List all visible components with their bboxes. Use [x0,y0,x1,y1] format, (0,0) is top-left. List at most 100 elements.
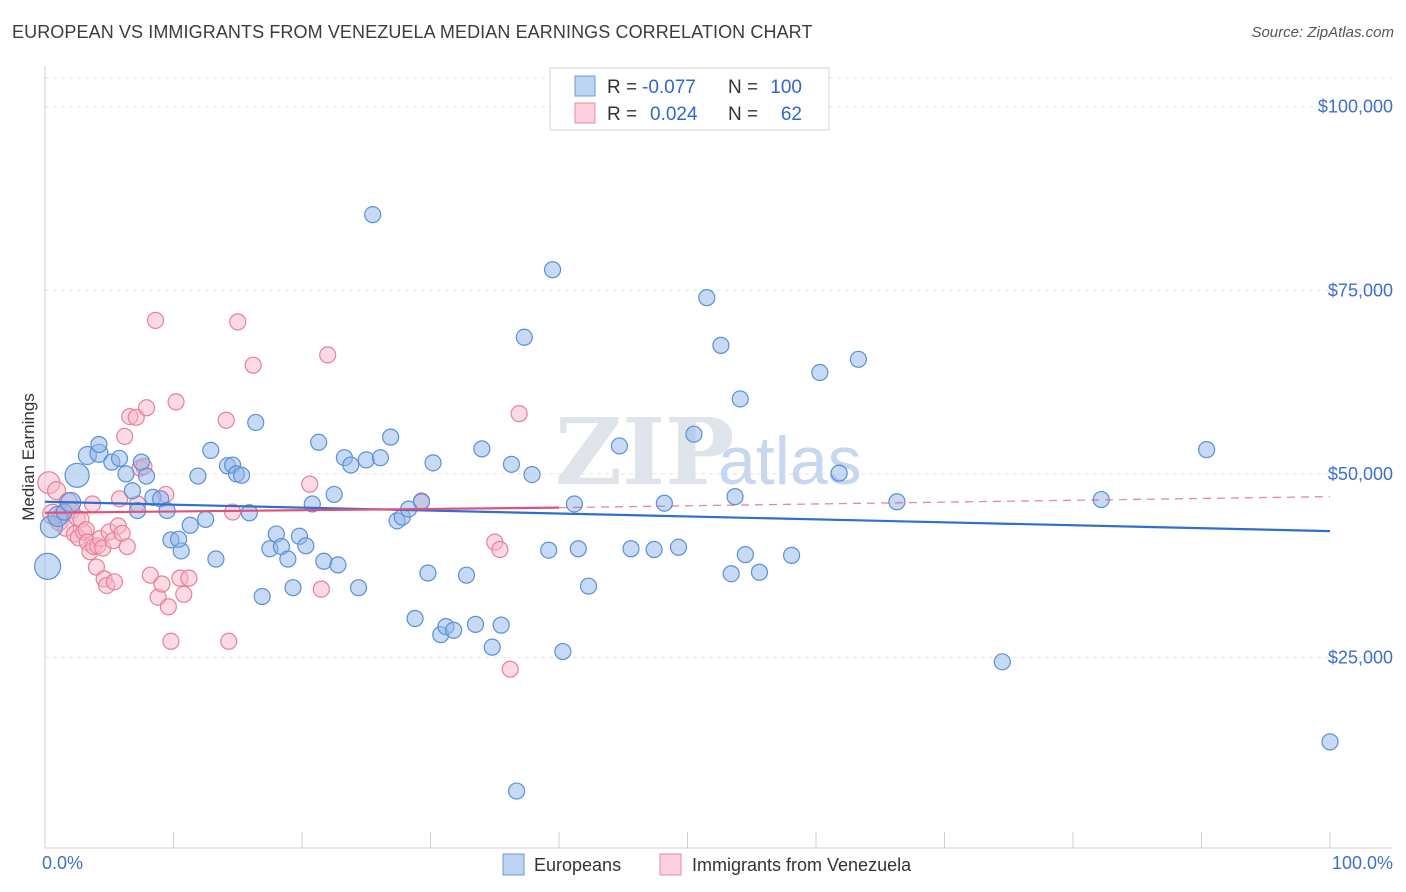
venezuela-point-60 [501,660,519,678]
europeans-point-71 [523,465,541,484]
europeans-point-70 [515,328,533,346]
europeans-point-79 [622,540,640,558]
venezuela-point-50 [220,632,238,650]
series-legend: Europeans Immigrants from Venezuela [502,853,912,876]
series-europeans-points [33,206,1339,800]
legend-r-value-europeans: -0.077 [642,77,696,98]
y-axis-label: Median Earnings [19,393,38,521]
bottom-legend-label-venezuela: Immigrants from Venezuela [692,855,912,875]
europeans-point-31 [240,504,258,522]
venezuela-point-54 [301,475,319,493]
europeans-point-12 [123,482,141,500]
venezuela-point-56 [319,346,337,364]
europeans-point-99 [1321,733,1339,751]
europeans-point-77 [579,577,598,595]
europeans-point-11 [117,465,135,483]
venezuela-point-37 [137,399,156,417]
europeans-point-50 [364,206,382,224]
europeans-point-43 [315,552,333,570]
europeans-point-25 [202,441,220,459]
y-tick-label-2: $75,000 [1328,280,1393,300]
venezuela-point-38 [141,566,159,584]
europeans-point-32 [247,413,265,432]
europeans-point-51 [371,449,389,467]
y-tick-label-1: $50,000 [1328,464,1393,484]
europeans-point-65 [473,440,491,458]
europeans-point-37 [279,550,297,568]
europeans-point-5 [64,462,90,488]
x-tick-label-start: 0.0% [42,853,83,873]
europeans-point-73 [543,261,562,279]
chart-title: EUROPEAN VS IMMIGRANTS FROM VENEZUELA ME… [12,22,813,42]
europeans-point-86 [722,565,740,583]
venezuela-point-52 [229,313,247,331]
europeans-point-78 [610,437,628,455]
x-tick-label-end: 100.0% [1332,853,1393,873]
legend-swatch-europeans [574,75,596,97]
europeans-point-95 [888,493,906,511]
venezuela-trend-line-extrapolated [558,495,1331,509]
europeans-point-45 [329,556,347,574]
y-tick-labels: $25,000 $50,000 $75,000 $100,000 [1318,97,1393,668]
europeans-point-83 [685,425,703,443]
europeans-point-85 [712,336,730,354]
europeans-point-62 [445,621,463,639]
europeans-point-76 [569,540,587,558]
legend-r-label-1: R = [607,77,637,98]
europeans-point-48 [349,579,368,597]
europeans-point-69 [507,782,526,800]
europeans-point-96 [993,653,1011,671]
venezuela-point-44 [162,632,180,650]
europeans-point-88 [731,390,749,408]
europeans-point-59 [424,454,442,472]
stats-legend-box [549,67,830,131]
venezuela-point-48 [180,569,198,587]
europeans-point-81 [655,494,673,512]
europeans-point-44 [325,485,343,504]
europeans-point-98 [1198,441,1216,459]
europeans-point-63 [457,566,476,584]
europeans-point-8 [90,435,108,454]
europeans-point-30 [233,466,251,484]
europeans-point-66 [483,638,501,656]
europeans-point-92 [811,363,829,382]
europeans-point-64 [466,615,485,633]
europeans-trend-line [44,500,1331,533]
legend-r-label-2: R = [607,104,637,125]
europeans-point-72 [540,541,558,559]
trend-lines [44,495,1331,533]
europeans-point-42 [310,433,328,451]
venezuela-point-30 [116,427,134,446]
europeans-point-40 [297,537,315,555]
venezuela-point-61 [510,405,528,423]
venezuela-point-31 [118,537,136,556]
europeans-point-57 [412,493,431,511]
legend-n-value-europeans: 100 [770,77,802,98]
venezuela-point-55 [312,580,330,598]
venezuela-point-39 [146,311,165,329]
europeans-point-33 [253,587,271,606]
legend-swatch-venezuela [574,102,596,124]
bottom-legend-label-europeans: Europeans [534,855,621,875]
europeans-point-82 [669,538,688,556]
europeans-point-38 [284,579,302,597]
europeans-point-84 [698,289,716,307]
europeans-point-89 [736,546,754,564]
venezuela-point-49 [217,411,235,429]
venezuela-point-43 [159,598,177,616]
europeans-point-26 [207,550,225,568]
europeans-point-0 [33,552,62,580]
legend-n-label-1: N = [728,77,758,98]
europeans-point-49 [357,451,375,469]
legend-r-value-venezuela: 0.024 [650,104,698,125]
europeans-point-94 [849,350,868,368]
venezuela-point-2 [46,481,67,501]
europeans-point-68 [502,455,521,473]
watermark-zip: ZIP [555,398,734,506]
venezuela-point-47 [175,585,193,603]
venezuela-point-53 [244,356,262,374]
europeans-point-67 [492,616,510,634]
europeans-point-91 [782,546,801,564]
europeans-point-75 [565,495,584,513]
